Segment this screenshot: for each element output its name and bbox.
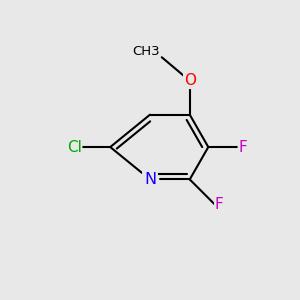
Text: Cl: Cl (67, 140, 82, 154)
Text: O: O (184, 73, 196, 88)
Text: CH3: CH3 (132, 45, 159, 58)
Text: N: N (144, 172, 156, 187)
Text: F: F (238, 140, 247, 154)
Text: F: F (215, 197, 224, 212)
